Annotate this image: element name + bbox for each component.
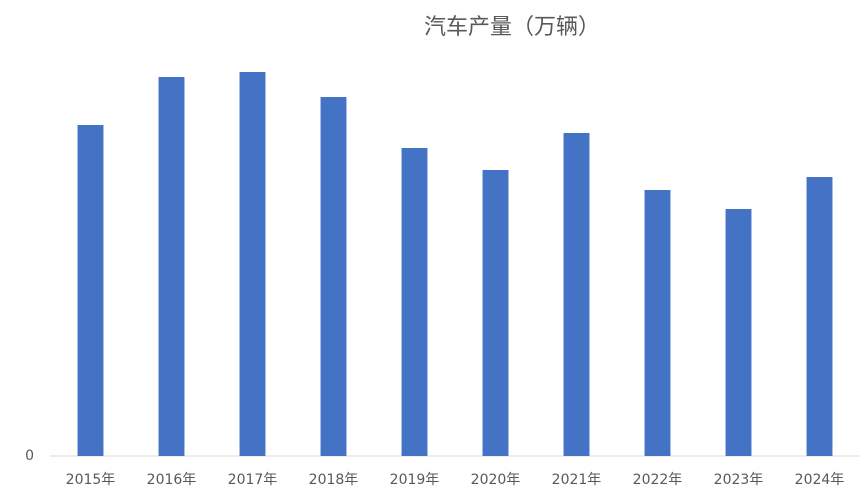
x-tick-label: 2018年 xyxy=(309,472,359,488)
bar xyxy=(77,125,104,456)
bar xyxy=(320,97,347,456)
chart-title: 汽车产量（万辆） xyxy=(424,15,600,40)
x-tick-label: 2022年 xyxy=(633,472,683,488)
bar xyxy=(806,177,833,456)
x-tick-label: 2024年 xyxy=(795,472,845,488)
bar xyxy=(401,148,428,456)
x-tick-label: 2016年 xyxy=(147,472,197,488)
y-tick-label: 0 xyxy=(25,448,34,464)
bar xyxy=(482,170,509,456)
x-tick-label: 2017年 xyxy=(228,472,278,488)
bar xyxy=(725,209,752,456)
x-tick-label: 2021年 xyxy=(552,472,602,488)
x-tick-label: 2015年 xyxy=(66,472,116,488)
x-tick-label: 2023年 xyxy=(714,472,764,488)
x-tick-label: 2019年 xyxy=(390,472,440,488)
x-tick-label: 2020年 xyxy=(471,472,521,488)
bar xyxy=(239,72,266,456)
bar xyxy=(563,133,590,456)
bar xyxy=(158,77,185,456)
bar xyxy=(644,190,671,456)
